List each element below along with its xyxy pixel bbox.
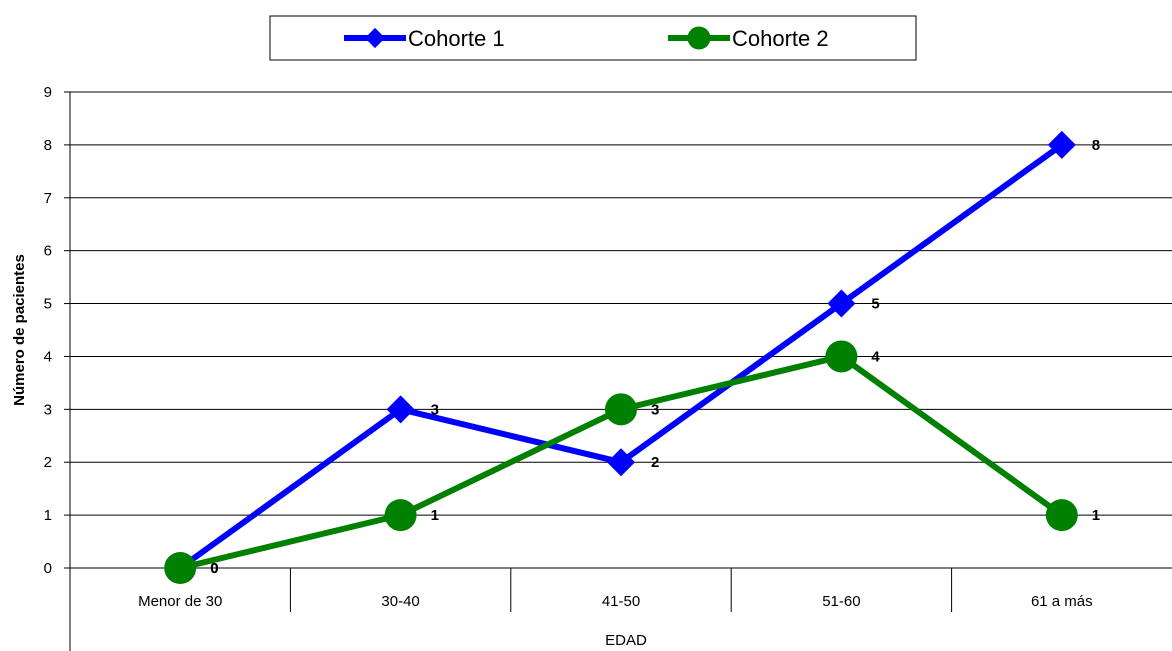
- data-label: 0: [210, 560, 218, 577]
- y-tick-label: 2: [44, 454, 52, 471]
- y-tick-label: 3: [44, 401, 52, 418]
- series-1: [166, 130, 1076, 582]
- x-tick-label: Menor de 30: [138, 593, 222, 610]
- legend: Cohorte 1 Cohorte 2: [269, 15, 917, 61]
- data-label: 4: [871, 348, 880, 365]
- legend-item: Cohorte 1: [344, 26, 505, 51]
- data-label: 0: [210, 560, 218, 577]
- x-tick-label: 51-60: [822, 593, 860, 610]
- y-tick-label: 7: [44, 190, 52, 207]
- diamond-marker: [386, 395, 415, 424]
- diamond-marker: [607, 448, 635, 477]
- diamond-marker: [1047, 130, 1076, 159]
- data-label: 5: [871, 296, 879, 313]
- series-2: [164, 340, 1078, 584]
- series-layer: [164, 130, 1078, 584]
- circle-marker: [1045, 499, 1078, 532]
- data-label: 3: [431, 401, 439, 418]
- circle-marker: [164, 552, 197, 584]
- circle-marker: [687, 26, 711, 50]
- diamond-marker: [364, 27, 386, 49]
- legend-label: Cohorte 1: [408, 26, 505, 51]
- circle-marker: [384, 499, 417, 532]
- y-tick-label: 9: [44, 84, 52, 101]
- diamond-marker: [827, 289, 856, 318]
- data-label: 3: [651, 401, 659, 418]
- y-tick-label: 5: [44, 296, 52, 313]
- data-label: 2: [651, 454, 659, 471]
- y-tick-label: 0: [44, 560, 52, 577]
- y-tick-label: 4: [44, 348, 52, 365]
- data-label: 8: [1092, 137, 1100, 154]
- x-tick-label: 61 a más: [1031, 593, 1093, 610]
- y-axis-title: Número de pacientes: [11, 254, 28, 406]
- x-tick-label: 30-40: [381, 593, 419, 610]
- x-tick-label: 41-50: [602, 593, 640, 610]
- x-category-labels: Menor de 30 30-40 41-50 51-60 61 a más: [138, 593, 1093, 610]
- axes: [64, 91, 1172, 651]
- circle-marker: [825, 340, 858, 373]
- x-axis-title: EDAD: [605, 632, 647, 649]
- circle-marker: [605, 393, 637, 426]
- legend-label: Cohorte 2: [732, 26, 829, 51]
- data-label: 1: [431, 507, 439, 524]
- data-label: 1: [1092, 507, 1100, 524]
- legend-item: Cohorte 2: [668, 26, 829, 51]
- y-tick-labels: 0 1 2 3 4 5 6 7 8 9: [44, 84, 52, 577]
- y-tick-label: 6: [44, 243, 52, 260]
- y-tick-label: 1: [44, 507, 52, 524]
- y-tick-label: 8: [44, 137, 52, 154]
